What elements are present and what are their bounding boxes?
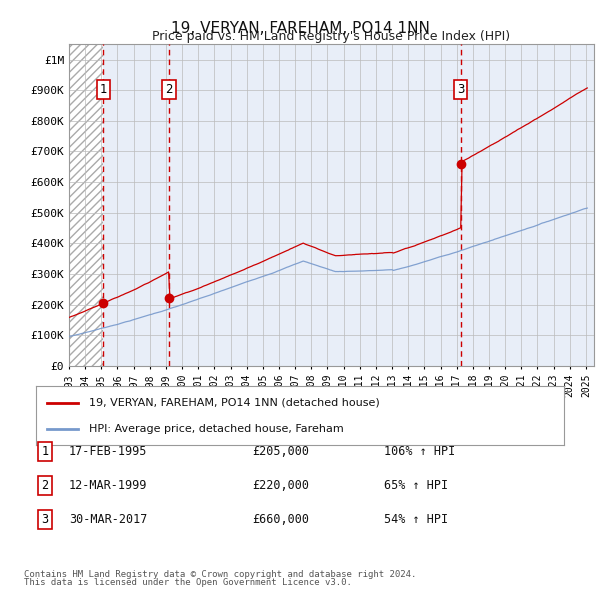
Text: 65% ↑ HPI: 65% ↑ HPI (384, 479, 448, 492)
Text: 2: 2 (166, 83, 173, 96)
Text: 1: 1 (100, 83, 107, 96)
Text: 3: 3 (41, 513, 49, 526)
Text: This data is licensed under the Open Government Licence v3.0.: This data is licensed under the Open Gov… (24, 578, 352, 587)
Text: 19, VERYAN, FAREHAM, PO14 1NN (detached house): 19, VERYAN, FAREHAM, PO14 1NN (detached … (89, 398, 380, 408)
Text: 17-FEB-1995: 17-FEB-1995 (69, 445, 148, 458)
Text: 12-MAR-1999: 12-MAR-1999 (69, 479, 148, 492)
Text: Contains HM Land Registry data © Crown copyright and database right 2024.: Contains HM Land Registry data © Crown c… (24, 571, 416, 579)
Text: £205,000: £205,000 (252, 445, 309, 458)
Text: 106% ↑ HPI: 106% ↑ HPI (384, 445, 455, 458)
Text: 19, VERYAN, FAREHAM, PO14 1NN: 19, VERYAN, FAREHAM, PO14 1NN (170, 21, 430, 35)
Text: 3: 3 (457, 83, 464, 96)
Title: Price paid vs. HM Land Registry's House Price Index (HPI): Price paid vs. HM Land Registry's House … (152, 30, 511, 43)
Text: 54% ↑ HPI: 54% ↑ HPI (384, 513, 448, 526)
Text: HPI: Average price, detached house, Fareham: HPI: Average price, detached house, Fare… (89, 424, 344, 434)
Bar (103, 44, 169, 366)
Bar (69, 44, 103, 366)
Text: 1: 1 (41, 445, 49, 458)
Text: £660,000: £660,000 (252, 513, 309, 526)
Text: 30-MAR-2017: 30-MAR-2017 (69, 513, 148, 526)
Text: £220,000: £220,000 (252, 479, 309, 492)
Text: 2: 2 (41, 479, 49, 492)
